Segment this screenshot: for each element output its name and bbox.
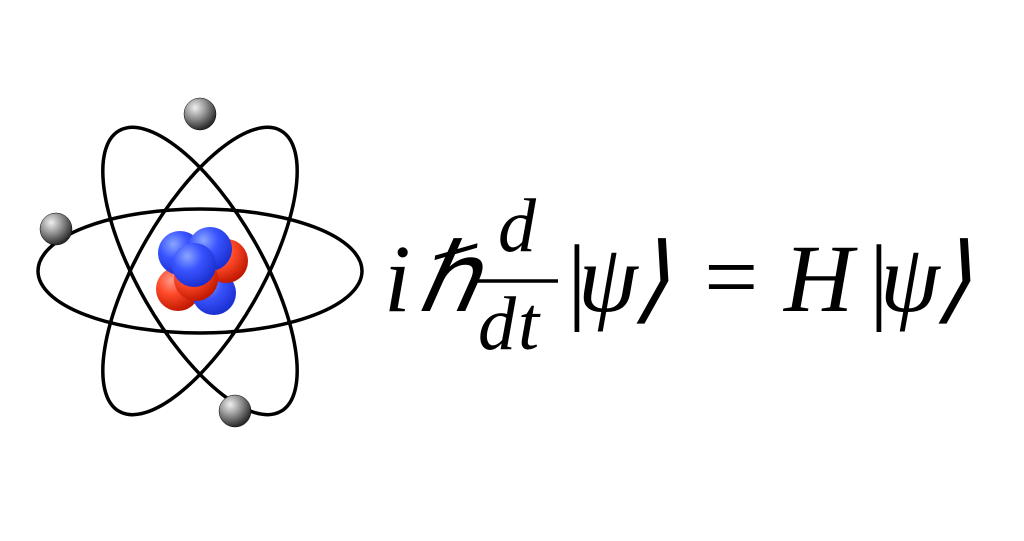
schrodinger-equation: i ℏ d d t | ψ ⟩ = H | ψ ⟩	[380, 181, 1000, 361]
neutron-sphere	[172, 243, 216, 287]
eq-hbar: ℏ	[417, 225, 485, 332]
equation-svg: i ℏ d d t | ψ ⟩ = H | ψ ⟩	[380, 181, 1000, 381]
nucleus-group	[156, 227, 248, 315]
eq-ket2-psi: ψ	[880, 225, 941, 332]
electron-sphere	[184, 98, 216, 130]
eq-d-bottom-d: d	[478, 282, 517, 366]
eq-ket1-psi: ψ	[578, 225, 639, 332]
eq-i: i	[384, 225, 411, 332]
eq-ket2-angle: ⟩	[934, 225, 971, 332]
atom-diagram	[30, 81, 370, 461]
electron-sphere	[40, 213, 72, 245]
eq-d-top: d	[498, 184, 537, 268]
eq-H: H	[782, 225, 858, 332]
eq-ket1-angle: ⟩	[632, 225, 669, 332]
electron-sphere	[219, 395, 251, 427]
eq-equals: =	[698, 223, 763, 330]
atom-svg	[30, 81, 370, 461]
eq-d-bottom-t: t	[518, 282, 541, 366]
figure-container: i ℏ d d t | ψ ⟩ = H | ψ ⟩	[0, 0, 1024, 541]
